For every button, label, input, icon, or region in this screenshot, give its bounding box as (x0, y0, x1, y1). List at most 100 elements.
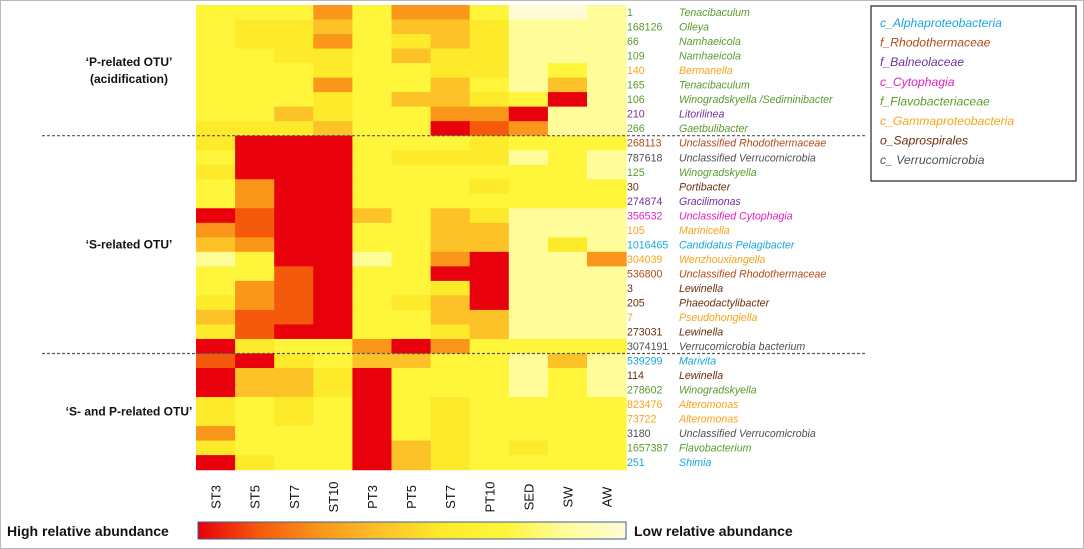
heatmap-cell-539299-9 (547, 353, 588, 369)
heatmap-cell-251-2 (274, 455, 314, 471)
heatmap-cell-73722-9 (547, 411, 588, 427)
column-label-st7-6: ST7 (443, 485, 458, 509)
heatmap-cell-210-9 (547, 106, 588, 122)
heatmap-cell-205-7 (469, 295, 510, 311)
heatmap-cell-356532-6 (430, 208, 471, 224)
heatmap-cell-114-2 (274, 368, 314, 384)
group-label: (acidification) (90, 72, 168, 86)
heatmap-cell-1657387-5 (391, 440, 432, 456)
heatmap-cell-268113-7 (469, 135, 510, 151)
heatmap-cell-30-8 (508, 179, 549, 195)
heatmap-cell-3074191-1 (235, 338, 275, 355)
heatmap-cell-356532-7 (469, 208, 510, 224)
otu-id-label: 1657387 (627, 443, 668, 455)
otu-name-label: Winogradskyella /Sediminibacter (679, 94, 833, 106)
heatmap-cell-165-9 (547, 77, 588, 93)
heatmap-cell-536800-10 (587, 266, 627, 282)
heatmap-cell-114-6 (430, 368, 471, 384)
heatmap-cell-356532-4 (352, 208, 393, 224)
heatmap-cell-266-7 (469, 121, 510, 137)
heatmap-cell-105-9 (547, 222, 588, 238)
heatmap-cell-125-3 (313, 164, 353, 180)
otu-name-label: Gaetbulibacter (679, 123, 748, 135)
otu-name-label: Pseudohongiella (679, 312, 757, 324)
heatmap-cell-7-4 (352, 309, 393, 326)
heatmap-cell-251-6 (430, 455, 471, 471)
heatmap-cell-3180-0 (196, 426, 236, 442)
heatmap-cell-66-2 (274, 34, 314, 50)
heatmap-cell-304039-3 (313, 251, 353, 267)
heatmap-cell-109-6 (430, 48, 471, 64)
otu-name-label: Bermanella (679, 65, 733, 77)
otu-id-label: 823476 (627, 399, 662, 411)
heatmap-cell-109-1 (235, 48, 275, 64)
heatmap-cell-304039-0 (196, 251, 236, 267)
group-label: ‘S- and P-related OTU’ (66, 405, 193, 419)
heatmap-cell-165-10 (587, 77, 627, 93)
otu-name-label: Winogradskyella (679, 167, 757, 179)
heatmap-cell-30-3 (313, 179, 353, 195)
otu-name-label: Unclassified Verrucomicrobia (679, 152, 816, 164)
heatmap-cell-140-7 (469, 63, 510, 79)
heatmap-cell-251-5 (391, 455, 432, 471)
heatmap-cell-536800-0 (196, 266, 236, 282)
heatmap-cell-266-5 (391, 121, 432, 137)
heatmap-cell-109-9 (547, 48, 588, 64)
otu-id-label: 539299 (627, 356, 662, 368)
heatmap-cell-278602-2 (274, 382, 314, 398)
heatmap-cell-140-1 (235, 63, 275, 79)
heatmap-cell-73722-4 (352, 411, 393, 427)
heatmap-cell-165-0 (196, 77, 236, 93)
heatmap-cell-536800-4 (352, 266, 393, 282)
heatmap-cell-73722-8 (508, 411, 549, 427)
heatmap-cell-268113-6 (430, 135, 471, 151)
heatmap-cell-304039-2 (274, 251, 314, 267)
heatmap-cell-165-3 (313, 77, 353, 93)
heatmap-cell-3074191-7 (469, 338, 510, 355)
otu-id-label: 3074191 (627, 341, 668, 353)
heatmap-cell-66-7 (469, 34, 510, 50)
heatmap-cell-114-1 (235, 368, 275, 384)
heatmap-cell-1-5 (391, 5, 432, 21)
heatmap-cell-274874-5 (391, 193, 432, 209)
heatmap-cell-1-10 (587, 5, 627, 21)
otu-id-label: 3180 (627, 428, 651, 440)
heatmap-cell-7-2 (274, 309, 314, 326)
otu-id-label: 3 (627, 283, 633, 295)
heatmap-cell-823476-2 (274, 397, 314, 413)
otu-id-label: 106 (627, 94, 645, 106)
heatmap-cell-66-0 (196, 34, 236, 50)
heatmap-cell-210-2 (274, 106, 314, 122)
heatmap-cell-356532-0 (196, 208, 236, 224)
heatmap-cell-105-4 (352, 222, 393, 238)
otu-name-label: Lewinella (679, 370, 723, 382)
heatmap-cell-30-9 (547, 179, 588, 195)
heatmap-cell-273031-9 (547, 324, 588, 340)
heatmap-cell-106-9 (547, 92, 588, 108)
otu-name-label: Tenacibaculum (679, 7, 750, 19)
heatmap-cell-7-9 (547, 309, 588, 326)
heatmap-cell-168126-7 (469, 19, 510, 35)
heatmap-cell-205-1 (235, 295, 275, 311)
heatmap-cell-3180-8 (508, 426, 549, 442)
heatmap-cell-536800-9 (547, 266, 588, 282)
heatmap-cell-251-8 (508, 455, 549, 471)
otu-name-label: Winogradskyella (679, 385, 757, 397)
heatmap-cell-105-1 (235, 222, 275, 238)
heatmap-cell-274874-10 (587, 193, 627, 209)
heatmap-cell-73722-2 (274, 411, 314, 427)
heatmap-cell-3180-2 (274, 426, 314, 442)
heatmap-cell-168126-5 (391, 19, 432, 35)
heatmap-cell-125-7 (469, 164, 510, 180)
otu-name-label: Namhaeicola (679, 36, 741, 48)
heatmap-cell-3180-1 (235, 426, 275, 442)
heatmap-cell-787618-0 (196, 150, 236, 166)
heatmap-cell-539299-10 (587, 353, 627, 369)
heatmap-cell-251-1 (235, 455, 275, 471)
heatmap-cell-823476-10 (587, 397, 627, 413)
heatmap-cell-536800-2 (274, 266, 314, 282)
otu-id-label: 787618 (627, 152, 662, 164)
heatmap-cell-304039-8 (508, 251, 549, 267)
heatmap-cell-66-4 (352, 34, 393, 50)
heatmap-cell-3-0 (196, 280, 236, 296)
